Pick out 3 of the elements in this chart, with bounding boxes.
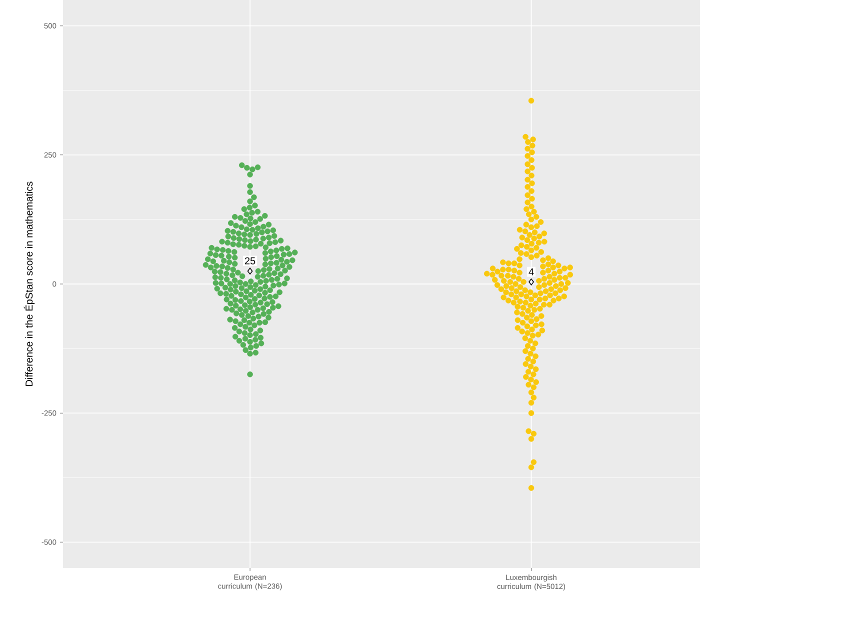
y-axis-title: Difference in the ÉpStan score in mathematics <box>24 182 35 386</box>
data-label: 25 <box>244 257 256 264</box>
data-label: 4 <box>528 268 534 276</box>
